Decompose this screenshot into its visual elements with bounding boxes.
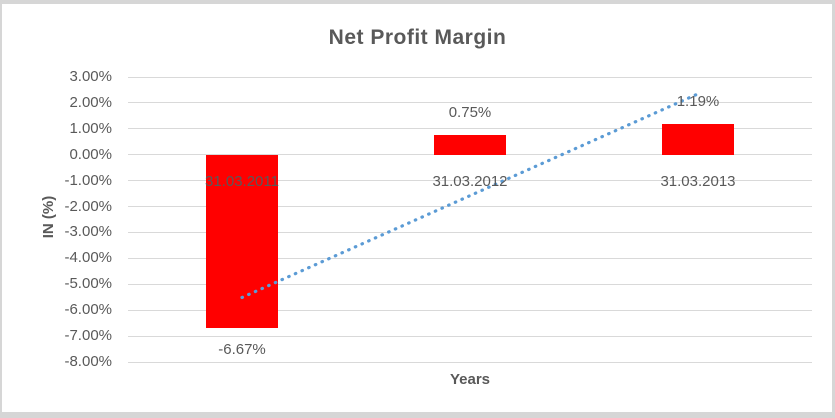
y-tick-label: -3.00% — [64, 223, 112, 241]
y-tick-label: -1.00% — [64, 171, 112, 189]
bar — [434, 135, 506, 155]
gridline — [128, 335, 812, 337]
y-tick-label: 0.00% — [69, 145, 112, 163]
gridline — [128, 361, 812, 363]
y-tick-label: 1.00% — [69, 119, 112, 137]
y-tick-label: 3.00% — [69, 68, 112, 85]
category-label: 31.03.2013 — [660, 173, 736, 190]
gridline — [128, 283, 812, 285]
data-label: -6.67% — [218, 340, 266, 358]
trendline — [240, 92, 700, 300]
y-tick-label: -8.00% — [64, 353, 112, 370]
y-tick-label: -4.00% — [64, 249, 112, 267]
data-label: 1.19% — [676, 92, 720, 110]
gridline — [128, 257, 812, 259]
y-tick-label: -7.00% — [64, 327, 112, 345]
y-tick-label: -5.00% — [64, 275, 112, 293]
gridline — [128, 231, 812, 233]
chart-title: Net Profit Margin — [328, 26, 507, 49]
category-label: 31.03.2011 — [205, 173, 279, 190]
gridline — [128, 102, 812, 104]
gridline — [128, 76, 812, 78]
y-tick-label: -2.00% — [64, 197, 112, 215]
chart-canvas — [2, 4, 832, 412]
gridline — [128, 206, 812, 208]
data-label: 0.75% — [448, 104, 492, 122]
y-tick-label: -6.00% — [64, 301, 112, 319]
gridline — [128, 309, 812, 311]
bar — [662, 123, 734, 155]
y-tick-label: 2.00% — [69, 93, 112, 111]
x-axis-title: Years — [449, 371, 491, 388]
gridline — [128, 180, 812, 182]
y-axis-title: IN (%) — [40, 195, 57, 239]
category-label: 31.03.2012 — [432, 173, 508, 190]
gridline — [128, 154, 812, 156]
gridline — [128, 128, 812, 130]
